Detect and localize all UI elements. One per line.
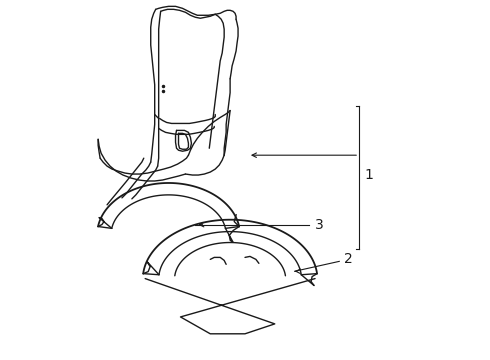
Text: 1: 1 xyxy=(364,168,373,182)
Text: 2: 2 xyxy=(344,252,353,266)
Text: 3: 3 xyxy=(315,218,323,231)
